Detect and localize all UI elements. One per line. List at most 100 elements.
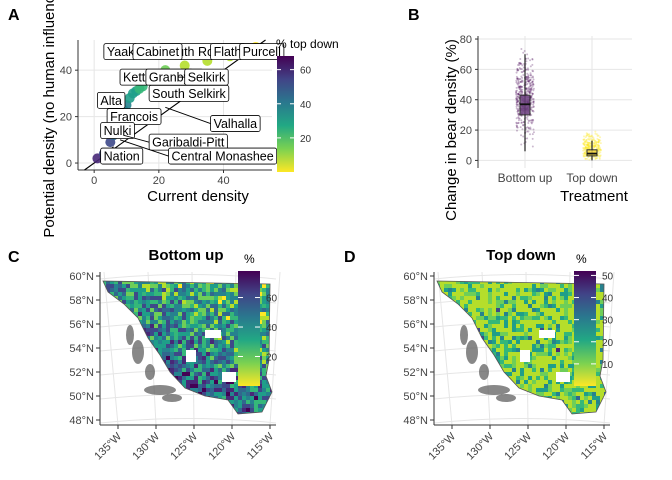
map-raster-cell — [492, 332, 497, 337]
map-raster-cell — [154, 328, 159, 333]
map-raster-cell — [580, 396, 585, 401]
map-raster-cell — [596, 340, 601, 345]
map-raster-cell — [226, 328, 231, 333]
map-colorbar-label: 50 — [602, 271, 614, 282]
map-raster-cell — [484, 332, 489, 337]
map-raster-cell — [592, 384, 597, 389]
map-lat-label: 56°N — [403, 319, 428, 331]
map-raster-cell — [437, 384, 441, 389]
map-raster-cell — [440, 288, 445, 293]
map-raster-cell — [234, 384, 239, 389]
panel-b-point — [530, 87, 533, 90]
map-raster-cell — [186, 292, 191, 297]
map-raster-cell — [178, 412, 183, 414]
map-raster-cell — [262, 392, 267, 397]
map-raster-cell — [437, 320, 441, 325]
map-raster-cell — [596, 376, 601, 381]
map-raster-cell — [194, 412, 199, 414]
map-raster-cell — [114, 340, 119, 345]
map-raster-cell — [214, 352, 219, 357]
map-raster-cell — [186, 376, 191, 381]
map-raster-cell — [568, 352, 573, 357]
map-raster-cell — [540, 388, 545, 393]
map-raster-cell — [568, 288, 573, 293]
map-raster-cell — [504, 404, 509, 409]
map-raster-cell — [138, 328, 143, 333]
map-raster-cell — [532, 376, 537, 381]
map-raster-cell — [218, 348, 223, 353]
panel-b-point — [520, 85, 523, 88]
map-raster-cell — [190, 308, 195, 313]
map-raster-cell — [512, 408, 517, 413]
map-raster-cell — [218, 300, 223, 305]
map-raster-cell — [202, 380, 207, 385]
map-raster-cell — [532, 288, 537, 293]
map-raster-cell — [122, 288, 127, 293]
map-raster-cell — [456, 400, 461, 405]
map-raster-cell — [544, 292, 549, 297]
map-raster-cell — [166, 288, 171, 293]
map-raster-cell — [556, 300, 561, 305]
map-raster-cell — [138, 376, 143, 381]
map-raster-cell — [532, 320, 537, 325]
map-raster-cell — [103, 360, 107, 365]
map-raster-cell — [548, 296, 553, 301]
panel-b-point — [525, 60, 528, 63]
map-raster-cell — [512, 296, 517, 301]
map-raster-cell — [544, 356, 549, 361]
map-raster-cell — [460, 400, 465, 405]
map-raster-cell — [194, 368, 199, 373]
map-raster-cell — [560, 284, 565, 289]
map-raster-cell — [134, 412, 139, 414]
map-raster-cell — [158, 408, 163, 413]
panel-b-point — [586, 141, 589, 144]
map-raster-cell — [178, 292, 183, 297]
map-raster-cell — [576, 388, 581, 393]
map-raster-cell — [186, 281, 191, 285]
map-raster-cell — [162, 316, 167, 321]
map-raster-cell — [480, 324, 485, 329]
panel-a-label: Granby — [149, 71, 191, 85]
map-raster-cell — [118, 332, 123, 337]
panel-b-point — [529, 84, 532, 87]
map-raster-cell — [190, 336, 195, 341]
map-raster-cell — [110, 281, 115, 285]
map-gap — [222, 372, 236, 382]
map-raster-cell — [468, 404, 473, 409]
map-raster-cell — [480, 332, 485, 337]
map-raster-cell — [448, 356, 453, 361]
panel-b-point — [531, 82, 534, 85]
map-raster-cell — [552, 304, 557, 309]
map-raster-cell — [150, 336, 155, 341]
panel-a-label: Valhalla — [214, 117, 258, 131]
panel-b-point — [530, 88, 533, 91]
panel-c-title: Bottom up — [149, 247, 224, 264]
map-raster-cell — [154, 320, 159, 325]
map-raster-cell — [464, 360, 469, 365]
map-raster-cell — [170, 368, 175, 373]
panel-b-point — [583, 154, 586, 157]
map-raster-cell — [266, 296, 271, 301]
map-raster-cell — [532, 380, 537, 385]
map-raster-cell — [512, 388, 517, 393]
map-raster-cell — [226, 288, 231, 293]
panel-b-point — [532, 70, 535, 73]
map-raster-cell — [210, 340, 215, 345]
map-raster-cell — [118, 368, 123, 373]
panel-b-point — [516, 82, 519, 85]
map-raster-cell — [604, 400, 606, 405]
map-raster-cell — [464, 368, 469, 373]
map-raster-cell — [218, 292, 223, 297]
panel-b-point — [515, 81, 518, 84]
panel-b-point — [587, 138, 590, 141]
map-raster-cell — [166, 296, 171, 301]
map-raster-cell — [190, 320, 195, 325]
map-raster-cell — [103, 384, 107, 389]
map-raster-cell — [468, 336, 473, 341]
map-raster-cell — [182, 368, 187, 373]
panel-b-point — [515, 122, 518, 125]
panel-b-point — [519, 89, 522, 92]
map-raster-cell — [258, 372, 263, 377]
panel-b-point — [597, 144, 600, 147]
map-raster-cell — [138, 316, 143, 321]
